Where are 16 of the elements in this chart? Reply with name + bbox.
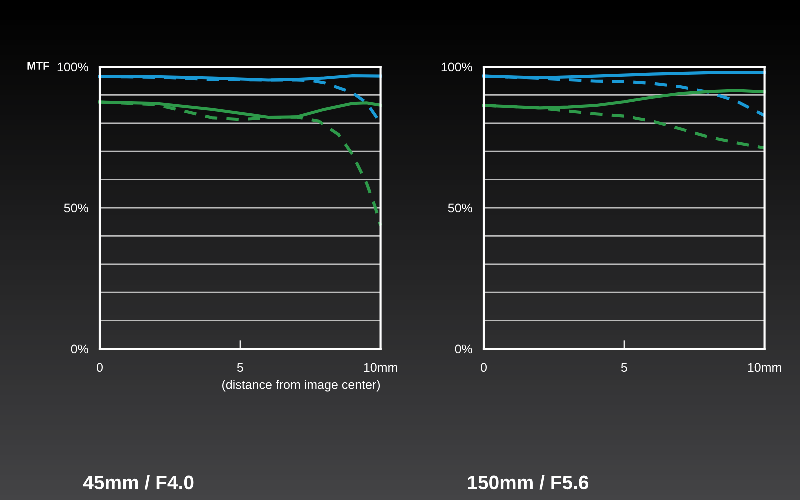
text: 45mm / F4.0 [83, 475, 194, 490]
x-tick-label: 0 [97, 363, 103, 372]
y-axis-title: MTF [28, 62, 50, 70]
y-tick-label: 50% [448, 204, 472, 213]
x-tick-label: 0 [481, 363, 487, 372]
x-tick-label: 5 [237, 363, 244, 372]
y-tick-label: 100% [442, 62, 472, 72]
y-tick-label: 50% [64, 204, 88, 213]
x-tick-label: 5 [621, 363, 628, 372]
x-tick-label: 10mm [364, 363, 398, 372]
x-tick-label: 10mm [748, 363, 782, 372]
y-tick-label: 100% [58, 62, 88, 72]
text: 150mm / F5.6 [468, 475, 589, 490]
x-axis-title: (distance from image center) [222, 380, 380, 392]
y-tick-label: 0% [71, 344, 88, 354]
y-tick-label: 0% [455, 344, 472, 354]
